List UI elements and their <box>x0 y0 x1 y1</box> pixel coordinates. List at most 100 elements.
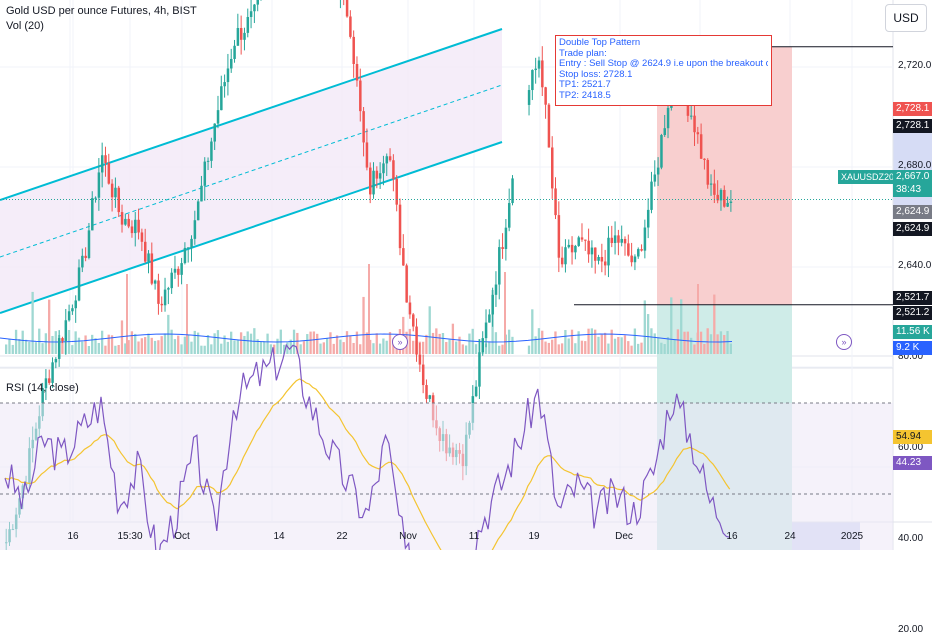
price-tick-label: 2,640.0 <box>898 260 932 271</box>
volume-bar <box>124 343 127 354</box>
volume-bar <box>617 336 620 354</box>
candle <box>617 235 620 243</box>
time-tick-label: 19 <box>528 531 540 542</box>
candle <box>173 268 177 273</box>
volume-bar <box>554 331 557 354</box>
volume-bar <box>633 328 637 354</box>
candle <box>656 167 660 175</box>
candle <box>253 4 256 12</box>
volume-bar <box>163 333 167 354</box>
rsi-tick-label: 80.00 <box>898 350 924 362</box>
volume-bar <box>263 341 266 354</box>
trade-plan-annotation[interactable]: Double Top Pattern Trade plan: Entry : S… <box>555 35 772 106</box>
candle <box>249 11 253 18</box>
annotation-line: TP2: 2418.5 <box>559 90 611 101</box>
candle <box>584 239 587 241</box>
annotation-line: Entry : Sell Stop @ 2624.9 i.e upon the … <box>559 59 768 69</box>
candle <box>398 204 402 249</box>
volume-bar <box>110 335 114 354</box>
rsi-value-tag: 44.23 <box>893 456 932 470</box>
volume-bar <box>48 299 51 354</box>
candle <box>114 187 117 198</box>
tp1-line-price-tag: 2,521.7 <box>893 291 932 305</box>
candle <box>57 338 61 359</box>
channel-fill <box>0 29 502 313</box>
volume-bar <box>74 331 77 354</box>
candle <box>134 219 137 234</box>
volume-bar <box>683 331 686 354</box>
chart-canvas[interactable] <box>0 0 932 550</box>
volume-bar <box>289 339 292 354</box>
candle <box>600 256 604 262</box>
time-tick-label: 15:30 <box>117 531 143 542</box>
entry-price-tag: 2,624.9 <box>893 205 932 219</box>
volume-bar <box>451 323 455 354</box>
volume-bar <box>34 342 38 354</box>
volume-bar <box>455 341 458 354</box>
volume-bar <box>339 339 342 354</box>
volume-bar <box>653 333 656 354</box>
rsi-tick-label: 20.00 <box>898 623 924 635</box>
volume-bar <box>206 335 210 354</box>
volume-bar <box>249 333 253 354</box>
volume-bar <box>230 331 233 354</box>
volume-bar <box>488 341 491 354</box>
currency-button[interactable]: USD <box>885 4 927 32</box>
volume-bar <box>18 338 21 354</box>
volume-bar <box>723 335 726 354</box>
volume-bar <box>693 344 696 354</box>
volume-bar <box>388 331 392 354</box>
volume-bar <box>309 331 312 354</box>
volume-indicator-label[interactable]: Vol (20) <box>6 20 44 32</box>
time-tick-label: 2025 <box>840 531 864 542</box>
volume-bar <box>203 345 206 354</box>
event-marker-icon[interactable]: » <box>392 334 408 350</box>
time-tick-label: Dec <box>615 531 633 542</box>
volume-bar <box>511 336 514 354</box>
volume-bar <box>71 345 74 354</box>
volume-bar <box>223 335 226 354</box>
volume-bar <box>134 333 137 354</box>
volume-bar <box>302 341 306 354</box>
volume-bar <box>461 344 464 354</box>
volume-bar <box>147 333 150 354</box>
time-tick-label: 24 <box>784 531 796 542</box>
candle <box>163 289 167 306</box>
event-marker-icon[interactable]: » <box>836 334 852 350</box>
volume-bar <box>428 306 431 354</box>
volume-bar <box>130 331 134 354</box>
candle <box>534 68 537 71</box>
candle <box>580 237 584 240</box>
volume-bar <box>640 342 643 354</box>
volume-bar <box>143 337 147 354</box>
volume-bar <box>627 341 630 354</box>
candle <box>193 220 197 239</box>
annotation-line: Trade plan: <box>559 48 607 59</box>
candle <box>418 354 422 365</box>
volume-bar <box>316 333 319 354</box>
time-tick-label: 14 <box>273 531 285 542</box>
volume-bar <box>527 345 531 354</box>
candle <box>196 201 200 221</box>
candle <box>359 80 362 112</box>
candle <box>699 134 703 159</box>
volume-bar <box>246 331 249 354</box>
candle <box>100 155 104 173</box>
candle <box>187 247 190 249</box>
volume-bar <box>382 338 385 354</box>
candle <box>716 194 719 201</box>
candle <box>210 141 213 161</box>
candle <box>574 245 577 253</box>
candle <box>226 68 230 83</box>
candle <box>345 0 349 17</box>
candle <box>107 163 111 184</box>
candle <box>378 173 382 179</box>
candle <box>44 378 48 389</box>
volume-bar <box>445 341 448 354</box>
candle <box>653 174 657 182</box>
candle <box>239 28 243 40</box>
rsi-indicator-label[interactable]: RSI (14, close) <box>6 382 79 394</box>
volume-bar <box>306 334 309 354</box>
volume-bar <box>709 334 713 354</box>
candle <box>81 255 84 268</box>
